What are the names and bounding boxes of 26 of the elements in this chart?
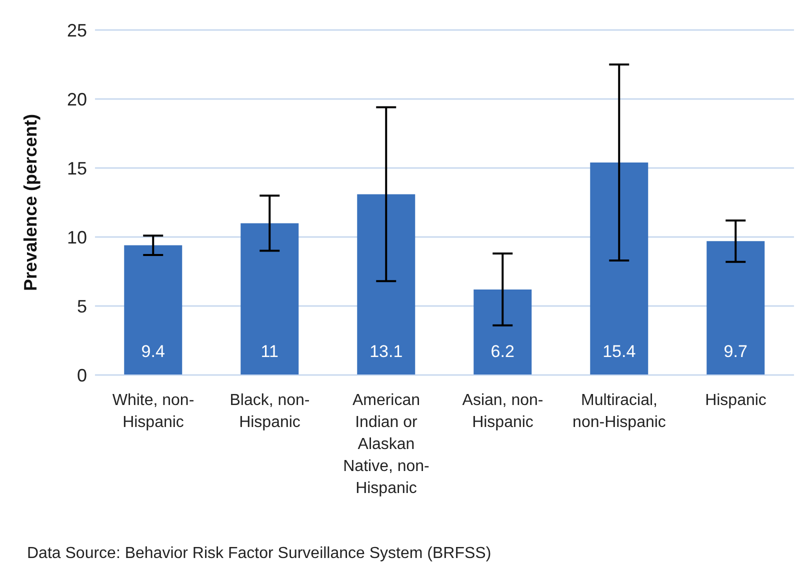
source-note: Data Source: Behavior Risk Factor Surveillance System (BRFSS) [27,545,492,563]
y-tick-label: 5 [76,296,87,316]
x-tick-label: Multiracial, non-Hispanic [572,392,666,431]
data-label: 13.1 [370,342,403,361]
y-tick-label: 20 [66,89,87,110]
x-tick-label: American Indian or Alaskan Native, non-Hispanic [343,392,430,497]
bar [706,241,765,375]
bar [590,162,648,375]
bar [124,245,182,375]
data-label: 6.2 [490,342,514,361]
bar [357,194,416,375]
y-tick-label: 10 [66,227,87,248]
y-tick-label: 25 [66,20,87,40]
data-label: 9.4 [141,342,165,361]
x-tick-label: Black, non-Hispanic [230,392,310,431]
bar [474,289,532,375]
x-tick-label: White, non-Hispanic [112,392,194,431]
data-label: 9.7 [724,342,748,361]
y-tick-label: 0 [76,365,87,386]
data-label: 15.4 [602,342,636,361]
y-axis-title: Prevalence (percent) [20,114,40,292]
y-tick-label: 15 [66,158,87,178]
data-label: 11 [260,342,278,361]
x-tick-label: Asian, non-Hispanic [462,392,544,431]
x-tick-label: Hispanic [705,392,766,409]
bar [240,223,299,375]
